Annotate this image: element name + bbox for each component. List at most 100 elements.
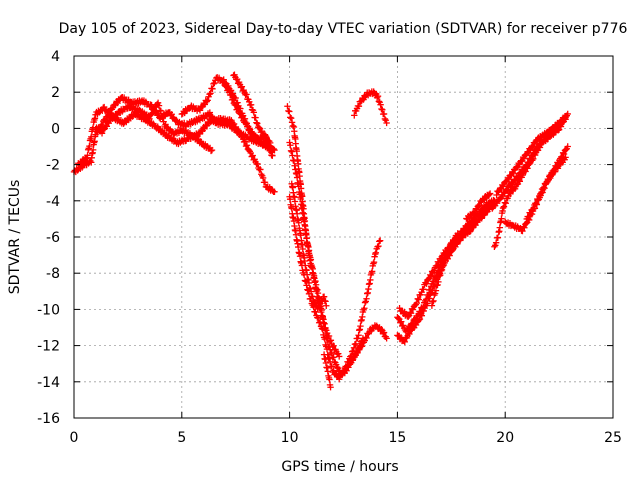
data-point	[290, 157, 298, 165]
data-point	[555, 159, 562, 167]
data-point	[289, 122, 297, 130]
data-point	[148, 111, 155, 118]
data-point	[146, 115, 153, 122]
data-point	[527, 156, 534, 163]
y-tick-label: 0	[51, 121, 60, 137]
data-point	[210, 80, 217, 88]
data-point	[504, 186, 511, 194]
data-point	[467, 227, 474, 235]
data-point	[454, 230, 461, 237]
data-point	[286, 108, 293, 115]
data-point	[485, 191, 493, 198]
data-point	[375, 98, 383, 105]
data-point	[449, 240, 456, 248]
data-point	[286, 139, 293, 146]
data-point	[208, 146, 216, 154]
data-point	[349, 357, 356, 364]
data-point	[323, 345, 331, 353]
data-point	[401, 338, 408, 346]
data-point	[241, 115, 249, 122]
data-point	[354, 349, 361, 357]
data-point	[407, 310, 415, 317]
data-point	[220, 76, 227, 83]
data-track	[286, 139, 343, 360]
x-axis-label: GPS time / hours	[281, 459, 398, 475]
data-point	[553, 163, 560, 171]
data-point	[238, 83, 246, 90]
data-point	[417, 311, 425, 319]
y-axis-label: SDTVAR / TECUs	[7, 180, 23, 295]
data-point	[318, 312, 326, 319]
data-point	[326, 358, 334, 366]
data-point	[320, 293, 328, 300]
y-tick-label: 2	[51, 85, 60, 101]
data-point	[321, 320, 328, 328]
data-point	[287, 147, 295, 154]
data-point	[510, 170, 517, 177]
data-point	[437, 271, 444, 279]
data-point	[507, 190, 514, 198]
data-point	[444, 250, 451, 258]
data-point	[335, 350, 342, 357]
data-point	[434, 281, 441, 289]
data-point	[500, 203, 508, 210]
data-point	[476, 201, 483, 209]
data-point	[292, 166, 299, 173]
data-point	[253, 119, 260, 126]
data-point	[378, 326, 385, 333]
data-point	[499, 204, 507, 212]
data-series-3	[394, 110, 571, 346]
data-track	[351, 88, 390, 127]
data-point	[516, 161, 523, 168]
data-point	[330, 342, 337, 349]
data-point	[375, 242, 382, 250]
data-point	[328, 363, 336, 370]
data-point	[547, 173, 554, 180]
data-point	[325, 354, 332, 361]
y-tick-label: -8	[46, 266, 60, 282]
data-point	[564, 110, 571, 118]
data-point	[351, 112, 358, 119]
data-point	[295, 219, 302, 226]
data-point	[414, 295, 421, 302]
data-point	[535, 196, 542, 203]
data-point	[325, 332, 333, 340]
data-point	[428, 302, 436, 309]
data-point	[315, 319, 323, 326]
data-point	[429, 298, 436, 305]
data-point	[513, 174, 521, 182]
data-point	[343, 363, 350, 370]
data-point	[157, 107, 165, 115]
data-point	[155, 102, 163, 109]
data-point	[305, 247, 313, 254]
data-track	[396, 196, 498, 321]
data-point	[560, 150, 568, 158]
data-track	[288, 180, 330, 313]
data-point	[530, 150, 537, 157]
data-point	[352, 340, 360, 348]
data-point	[496, 195, 504, 203]
data-point	[426, 295, 433, 302]
data-point	[323, 302, 330, 309]
data-point	[418, 312, 426, 319]
x-tick-label: 10	[281, 430, 299, 446]
data-point	[154, 99, 162, 107]
y-tick-label: -2	[46, 158, 60, 174]
data-point	[351, 353, 358, 361]
data-point	[372, 249, 380, 256]
y-tick-label: -16	[37, 411, 60, 427]
data-point	[322, 298, 329, 305]
data-point	[381, 115, 389, 123]
data-point	[307, 288, 315, 295]
data-point	[203, 98, 210, 105]
data-point	[237, 105, 244, 112]
data-point	[473, 206, 481, 213]
data-point	[286, 195, 294, 203]
data-point	[335, 353, 343, 360]
data-point	[284, 103, 291, 110]
data-track	[219, 76, 276, 159]
data-point	[423, 280, 430, 287]
data-point	[313, 288, 320, 295]
data-point	[237, 130, 244, 137]
